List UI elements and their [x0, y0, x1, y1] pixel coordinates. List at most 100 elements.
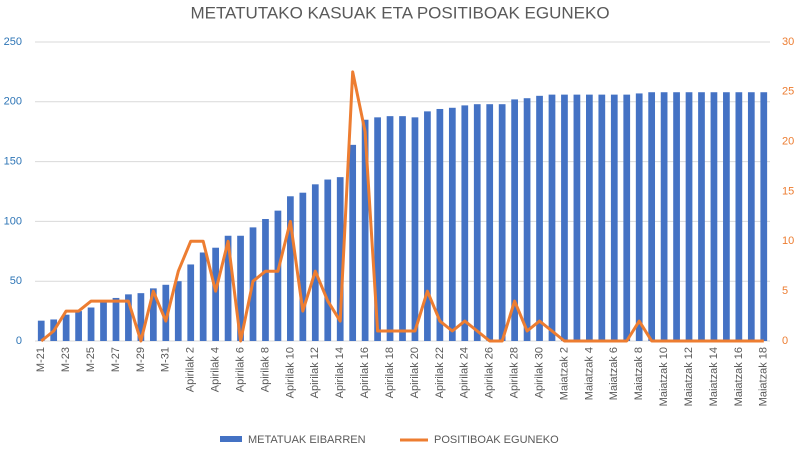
y-tick-label: 150	[4, 156, 22, 168]
x-tick-label: Apirilak 8	[259, 347, 271, 392]
bar	[336, 177, 344, 341]
legend-label: POSITIBOAK EGUNEKO	[434, 434, 559, 446]
bar	[374, 117, 381, 342]
bar	[536, 95, 543, 341]
bar	[411, 117, 419, 342]
bar	[212, 247, 219, 341]
bar	[299, 192, 307, 341]
bar	[149, 288, 157, 341]
x-tick-label: Apirilak 20	[409, 347, 421, 398]
x-tick-label: Apirilak 28	[509, 347, 521, 398]
y-tick-label: 50	[10, 275, 22, 287]
bar	[610, 94, 618, 342]
x-tick-label: Maiatzak 10	[658, 347, 670, 406]
y2-tick-label: 10	[782, 235, 794, 247]
x-tick-label: Apirilak 12	[309, 347, 321, 398]
bar	[224, 235, 232, 341]
x-tick-label: Apirilak 30	[533, 347, 545, 398]
bar	[87, 307, 95, 341]
x-tick-label: M-21	[35, 347, 47, 372]
x-tick-label: Apirilak 16	[359, 347, 371, 398]
x-tick-label: Apirilak 4	[210, 347, 222, 392]
bar	[548, 94, 556, 342]
chart-title: METATUTAKO KASUAK ETA POSITIBOAK EGUNEKO	[190, 3, 609, 22]
bar	[561, 94, 568, 342]
x-tick-label: M-25	[85, 347, 97, 372]
x-tick-label: Apirilak 18	[384, 347, 396, 398]
bar	[274, 210, 282, 341]
bar	[324, 179, 332, 341]
bar	[262, 219, 269, 341]
bar	[436, 108, 444, 341]
bar	[75, 311, 82, 341]
bar	[349, 144, 357, 341]
bar	[424, 111, 431, 341]
y-tick-label: 250	[4, 36, 22, 48]
bar	[100, 301, 107, 341]
bar	[361, 119, 369, 342]
bar	[199, 252, 207, 341]
x-tick-label: Maiatzak 14	[708, 347, 720, 406]
bar	[660, 92, 668, 342]
legend-label: METATUAK EIBARREN	[248, 434, 366, 446]
bar	[511, 99, 518, 342]
x-tick-label: Maiatzak 16	[733, 347, 745, 406]
x-tick-label: Maiatzak 18	[758, 347, 770, 406]
bar	[523, 98, 531, 341]
bar	[685, 92, 693, 342]
bar	[710, 92, 718, 342]
x-tick-label: Apirilak 24	[459, 347, 471, 398]
bar	[760, 92, 768, 342]
bar	[473, 104, 481, 341]
y2-tick-label: 0	[782, 335, 788, 347]
line	[40, 70, 764, 343]
bar	[623, 94, 631, 342]
bar	[461, 105, 469, 341]
x-tick-label: Apirilak 10	[284, 347, 296, 398]
y-tick-label: 200	[4, 96, 22, 108]
bar	[747, 92, 755, 342]
y2-tick-label: 30	[782, 36, 794, 48]
bar	[37, 320, 45, 341]
bar	[498, 104, 506, 341]
x-tick-label: Maiatzak 6	[608, 347, 620, 400]
bar	[386, 116, 394, 341]
legend-swatch	[220, 436, 242, 442]
y2-tick-label: 15	[782, 185, 794, 197]
bar	[125, 294, 132, 341]
x-tick-label: Maiatzak 4	[583, 347, 595, 400]
bar	[162, 284, 170, 341]
x-tick-label: M-23	[60, 347, 72, 372]
x-tick-label: M-27	[110, 347, 122, 372]
y2-tick-label: 25	[782, 86, 794, 98]
x-tick-label: Maiatzak 8	[633, 347, 645, 400]
bar	[112, 297, 120, 341]
bar	[62, 314, 70, 341]
bar	[237, 235, 244, 341]
x-tick-label: Maiatzak 2	[558, 347, 570, 400]
bar	[648, 92, 656, 342]
x-tick-label: M-31	[160, 347, 172, 372]
bar	[399, 116, 406, 341]
bar	[174, 281, 182, 341]
y-tick-label: 100	[4, 215, 22, 227]
bar	[698, 92, 705, 342]
bar	[573, 94, 581, 342]
y2-tick-label: 5	[782, 285, 788, 297]
x-tick-label: Apirilak 2	[185, 347, 197, 392]
bar	[486, 104, 494, 341]
bar	[598, 94, 606, 342]
bar	[586, 94, 593, 342]
bar	[187, 264, 195, 341]
y-tick-label: 0	[16, 335, 22, 347]
x-tick-label: M-29	[135, 347, 147, 372]
bar	[673, 92, 680, 342]
x-tick-label: Maiatzak 12	[683, 347, 695, 406]
bar	[723, 92, 730, 342]
bar	[287, 196, 294, 341]
bar	[448, 107, 456, 341]
bar	[137, 293, 145, 341]
x-tick-label: Apirilak 22	[434, 347, 446, 398]
